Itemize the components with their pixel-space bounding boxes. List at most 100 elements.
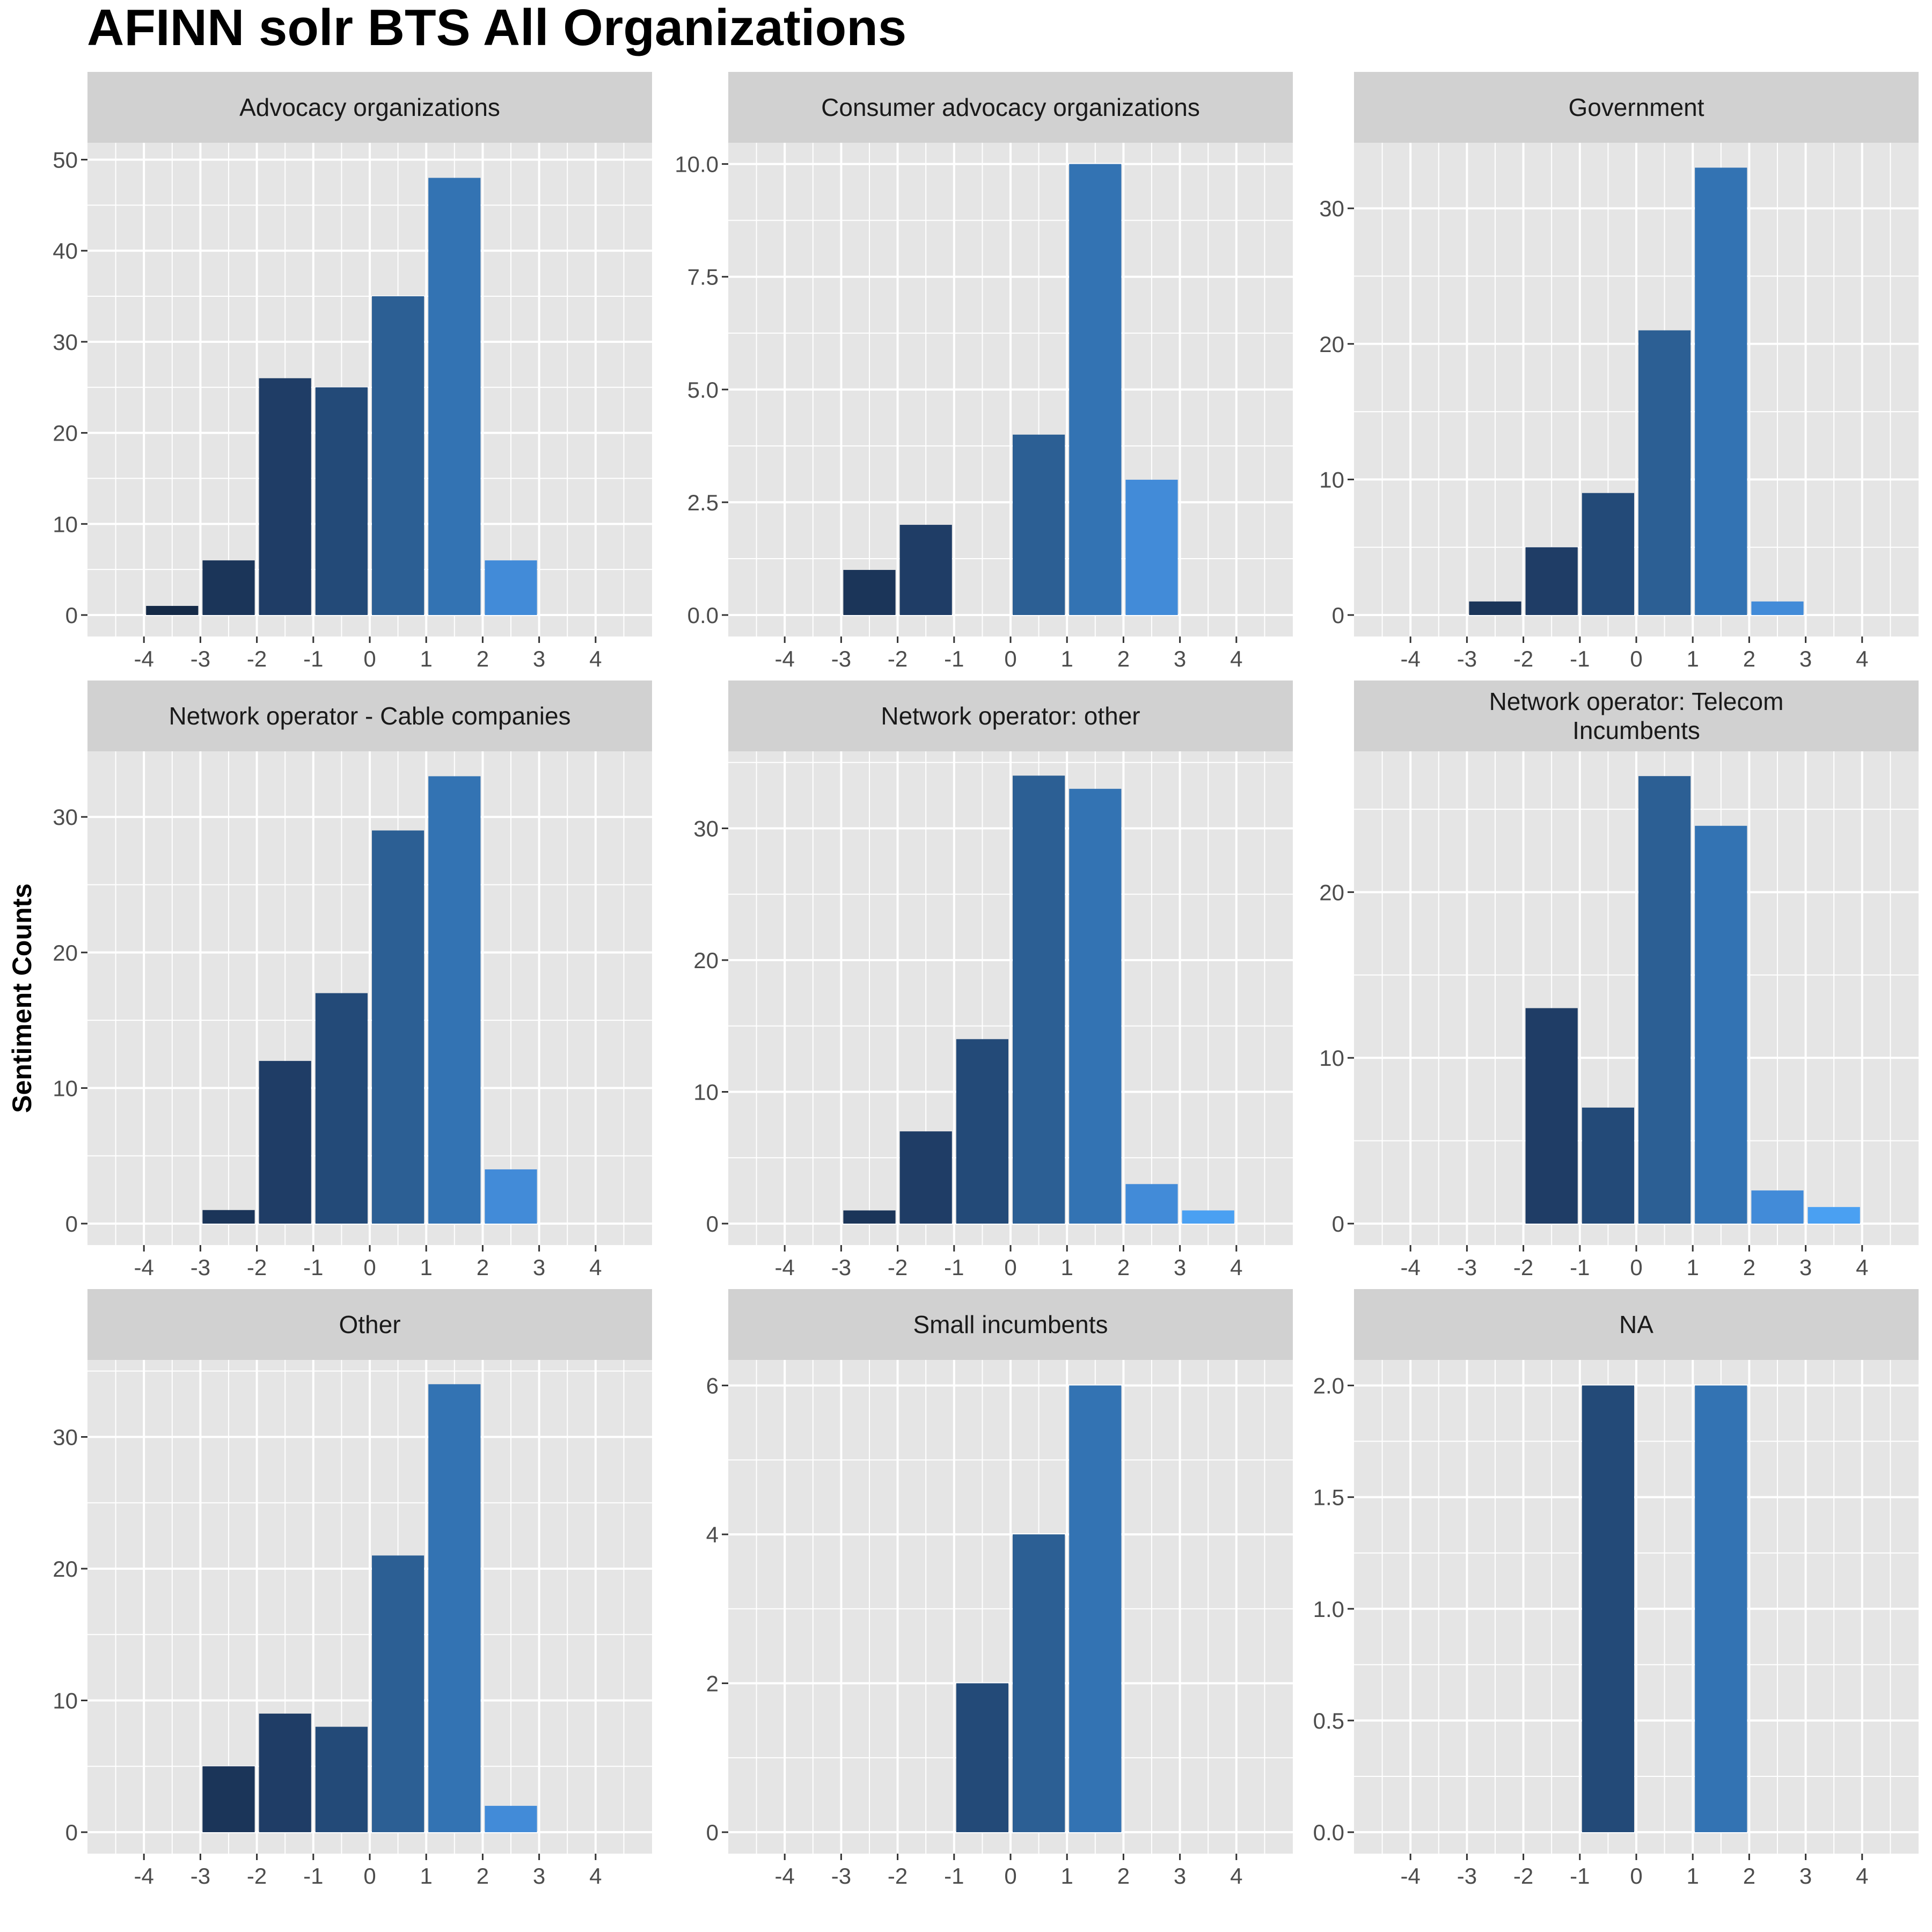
bar — [428, 178, 481, 615]
x-tick-label: 4 — [1856, 1255, 1868, 1280]
x-tick-label: 1 — [1061, 1863, 1073, 1889]
x-tick-label: 1 — [1061, 646, 1073, 671]
x-tick-label: -2 — [247, 1863, 267, 1889]
x-tick-label: -4 — [134, 1863, 154, 1889]
x-tick-label: 0 — [363, 1255, 376, 1280]
bar — [843, 569, 896, 615]
x-tick-label: -4 — [134, 1255, 154, 1280]
x-tick-label: 4 — [1856, 646, 1868, 671]
bar — [146, 606, 199, 615]
y-tick-label: 5.0 — [687, 377, 719, 402]
x-tick-label: 3 — [1799, 1863, 1812, 1889]
x-tick-label: -2 — [247, 1255, 267, 1280]
bar — [1582, 1107, 1634, 1224]
x-tick-label: -4 — [1401, 1863, 1421, 1889]
y-tick-label: 7.5 — [687, 265, 719, 290]
x-tick-label: 3 — [533, 1255, 545, 1280]
x-tick-label: 2 — [1117, 646, 1130, 671]
bar — [1182, 1210, 1234, 1224]
facet-title: Network operator: other — [881, 702, 1140, 730]
x-tick-label: 1 — [1061, 1255, 1073, 1280]
x-tick-label: -1 — [303, 1255, 323, 1280]
x-tick-label: 3 — [1174, 646, 1186, 671]
bar — [428, 1384, 481, 1832]
facet-strip — [728, 1289, 1293, 1360]
bar — [1695, 1385, 1747, 1832]
facet-strip — [87, 1289, 652, 1360]
x-tick-label: -4 — [1401, 646, 1421, 671]
y-tick-label: 0 — [65, 1820, 78, 1845]
bar — [1582, 1385, 1634, 1832]
x-tick-label: 0 — [1630, 646, 1642, 671]
x-tick-label: -1 — [944, 646, 964, 671]
y-tick-label: 20 — [693, 948, 719, 973]
y-tick-label: 1.5 — [1313, 1485, 1344, 1510]
x-tick-label: -3 — [831, 1255, 851, 1280]
x-tick-label: -1 — [944, 1255, 964, 1280]
y-tick-label: 30 — [53, 1424, 78, 1450]
x-tick-label: 0 — [363, 1863, 376, 1889]
x-tick-label: 2 — [477, 1863, 489, 1889]
bar — [899, 524, 952, 615]
bar — [1069, 164, 1122, 616]
bar — [1125, 1184, 1178, 1224]
y-tick-label: 30 — [53, 804, 78, 830]
x-tick-label: 2 — [477, 1255, 489, 1280]
y-tick-label: 20 — [1319, 880, 1344, 905]
y-tick-label: 40 — [53, 238, 78, 264]
bar — [1638, 330, 1691, 615]
x-tick-label: -4 — [775, 1255, 795, 1280]
y-tick-label: 0.0 — [687, 603, 719, 628]
bar — [1525, 547, 1578, 615]
y-tick-label: 10 — [693, 1079, 719, 1104]
x-tick-label: 4 — [1856, 1863, 1868, 1889]
x-tick-label: 1 — [420, 1863, 433, 1889]
y-tick-label: 4 — [706, 1522, 719, 1547]
x-tick-label: 4 — [1230, 1863, 1242, 1889]
x-tick-label: 0 — [1004, 1255, 1016, 1280]
x-tick-label: 3 — [533, 646, 545, 671]
bar — [372, 830, 425, 1224]
x-tick-label: 1 — [420, 646, 433, 671]
y-tick-label: 2.0 — [1313, 1373, 1344, 1399]
bar — [1751, 601, 1804, 615]
x-tick-label: -2 — [888, 1255, 908, 1280]
facet-title: Advocacy organizations — [239, 93, 500, 121]
facet-panel: Small incumbents 0 2 4 6 -4 -3 -2 -1 0 1 2 3 4 — [706, 1289, 1293, 1889]
facet-panel: Network operator: TelecomIncumbents01020… — [1319, 680, 1919, 1280]
y-tick-label: 1.0 — [1313, 1597, 1344, 1622]
x-tick-label: 0 — [363, 646, 376, 671]
x-tick-label: 3 — [1174, 1255, 1186, 1280]
facet-strip — [87, 680, 652, 751]
facet-strip — [87, 72, 652, 143]
bar — [1013, 775, 1065, 1224]
bar — [485, 1169, 537, 1224]
facet-title: Small incumbents — [913, 1311, 1108, 1338]
facet-panel: Network operator: other 0 10 20 30 -4 -3 -2 -1 0 1… — [693, 680, 1293, 1280]
x-tick-label: 4 — [1230, 1255, 1242, 1280]
y-tick-label: 20 — [53, 940, 78, 965]
y-tick-label: 10 — [53, 1075, 78, 1101]
x-tick-label: 3 — [1174, 1863, 1186, 1889]
y-tick-label: 0.0 — [1313, 1820, 1344, 1845]
x-tick-label: 1 — [1687, 1255, 1699, 1280]
bar — [1582, 493, 1634, 615]
bar — [843, 1210, 896, 1224]
x-tick-label: 0 — [1630, 1255, 1642, 1280]
x-tick-label: -4 — [775, 646, 795, 671]
x-tick-label: -2 — [1513, 646, 1533, 671]
facet-panel: Other 0 10 20 30 -4 -3 -2 -1 0 1 2 3 4 — [53, 1289, 652, 1889]
facet-title: Consumer advocacy organizations — [821, 93, 1200, 121]
bar — [956, 1683, 1008, 1832]
x-tick-label: 0 — [1004, 646, 1016, 671]
x-tick-label: -1 — [944, 1863, 964, 1889]
y-tick-label: 10 — [53, 1688, 78, 1713]
bar — [1013, 434, 1065, 615]
facet-title: Network operator - Cable companies — [169, 702, 570, 730]
x-tick-label: -3 — [1457, 1863, 1477, 1889]
y-tick-label: 10.0 — [675, 152, 719, 177]
x-tick-label: 2 — [1743, 1255, 1755, 1280]
x-tick-label: 0 — [1004, 1863, 1016, 1889]
facet-strip — [728, 72, 1293, 143]
